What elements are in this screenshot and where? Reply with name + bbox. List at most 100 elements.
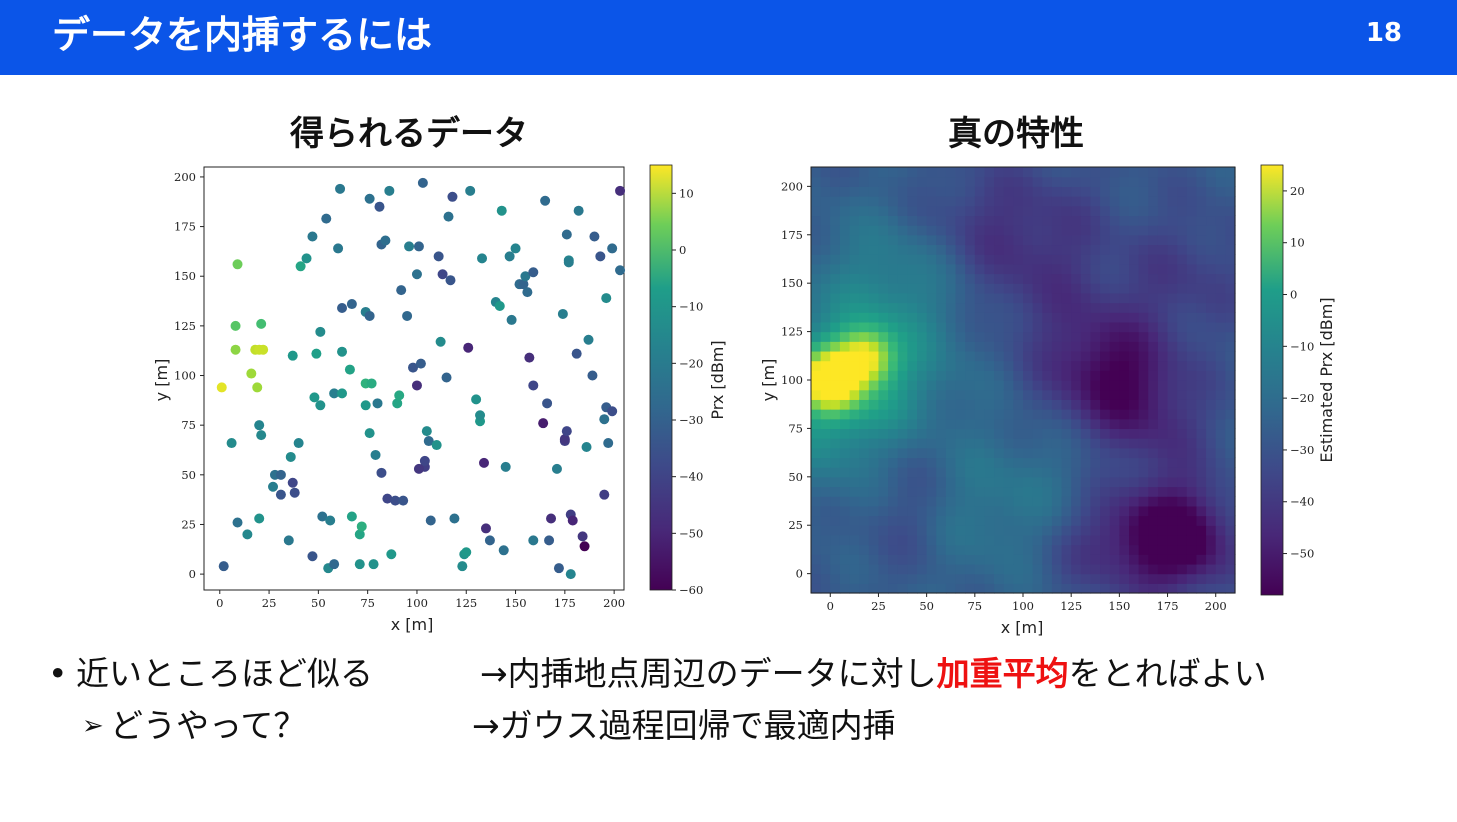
heatmap-cell — [1148, 283, 1159, 294]
heatmap-cell — [965, 167, 976, 178]
heatmap-cell — [1196, 283, 1207, 294]
heatmap-cell — [1129, 283, 1140, 294]
heatmap-cell — [1032, 389, 1043, 400]
heatmap-cell — [1100, 476, 1111, 488]
x-tick-label: 150 — [1108, 599, 1130, 613]
heatmap-cell — [1186, 254, 1198, 265]
heatmap-cell — [1032, 476, 1043, 488]
heatmap-cell — [868, 263, 880, 275]
heatmap-cell — [1148, 350, 1159, 362]
heatmap-cell — [1080, 554, 1092, 565]
heatmap-cell — [1090, 525, 1101, 536]
heatmap-cell — [984, 467, 995, 478]
heatmap-cell — [1157, 312, 1169, 323]
heatmap-cell — [1225, 583, 1236, 594]
heatmap-cell — [1196, 186, 1207, 197]
heatmap-cell — [1071, 573, 1082, 584]
heatmap-cell — [907, 312, 918, 323]
heatmap-cell — [849, 428, 860, 439]
heatmap-cell — [888, 254, 899, 265]
heatmap-cell — [1129, 544, 1140, 555]
heatmap-cell — [888, 447, 899, 459]
heatmap-cell — [849, 321, 860, 333]
heatmap-cell — [945, 263, 957, 275]
heatmap-cell — [868, 583, 880, 594]
heatmap-cell — [1225, 263, 1236, 275]
heatmap-cell — [888, 544, 899, 555]
heatmap-cell — [1196, 486, 1207, 497]
heatmap-cell — [1071, 263, 1082, 275]
heatmap-cell — [1138, 176, 1149, 187]
heatmap-cell — [1109, 525, 1120, 536]
heatmap-cell — [839, 428, 851, 439]
scatter-point — [477, 253, 488, 264]
heatmap-cell — [1109, 554, 1120, 565]
heatmap-cell — [1090, 447, 1101, 459]
heatmap-cell — [1090, 234, 1101, 246]
heatmap-cell — [907, 321, 918, 333]
heatmap-cell — [888, 176, 899, 187]
heatmap-cell — [1215, 186, 1226, 197]
heatmap-cell — [1225, 283, 1236, 294]
heatmap-cell — [878, 573, 889, 584]
heatmap-cell — [994, 302, 1005, 313]
heatmap-cell — [878, 457, 889, 468]
heatmap-cell — [945, 389, 957, 400]
heatmap-cell — [849, 205, 860, 217]
heatmap-cell — [965, 409, 976, 420]
heatmap-cell — [1013, 573, 1024, 584]
heatmap-cell — [897, 292, 908, 304]
heatmap-cell — [1148, 167, 1159, 178]
heatmap-cell — [1100, 409, 1111, 420]
scatter-point — [392, 398, 403, 409]
slide-title: データを内挿するには — [52, 13, 433, 57]
heatmap-cell — [965, 321, 976, 333]
heatmap-cell — [945, 554, 957, 565]
scatter-point — [518, 279, 529, 290]
heatmap-cell — [878, 534, 889, 546]
heatmap-cell — [811, 263, 822, 275]
heatmap-cell — [917, 205, 928, 217]
heatmap-cell — [830, 534, 841, 546]
heatmap-cell — [1177, 554, 1188, 565]
scatter-point — [461, 547, 472, 558]
heatmap-cell — [1138, 399, 1149, 410]
heatmap-cell — [1100, 370, 1111, 381]
heatmap-cell — [917, 321, 928, 333]
heatmap-cell — [820, 544, 831, 555]
heatmap-cell — [820, 225, 831, 236]
heatmap-cell — [820, 534, 831, 546]
scatter-point — [413, 463, 424, 474]
scatter-point — [498, 545, 509, 556]
heatmap-cell — [965, 573, 976, 584]
heatmap-cell — [1177, 399, 1188, 410]
left-plot-title: 得られるデータ — [290, 114, 528, 154]
heatmap-cell — [1215, 428, 1226, 439]
heatmap-cell — [1061, 225, 1072, 236]
heatmap-cell — [917, 544, 928, 555]
heatmap-cell — [1196, 331, 1207, 342]
bullet-1-text: 近いところほど似る — [76, 654, 373, 693]
heatmap-cell — [1080, 476, 1092, 488]
heatmap-cell — [1157, 360, 1169, 371]
heatmap-cell — [1080, 292, 1092, 304]
heatmap-cell — [955, 196, 966, 207]
heatmap-cell — [1042, 467, 1053, 478]
heatmap-cell — [1196, 370, 1207, 381]
heatmap-cell — [1071, 167, 1082, 178]
heatmap-cell — [917, 515, 928, 526]
heatmap-cell — [859, 196, 870, 207]
heatmap-cell — [1109, 457, 1120, 468]
heatmap-cell — [849, 225, 860, 236]
scatter-point — [561, 426, 572, 437]
heatmap-cell — [965, 360, 976, 371]
heatmap-cell — [1109, 244, 1120, 255]
heatmap-cell — [1215, 418, 1226, 430]
heatmap-cell — [994, 573, 1005, 584]
heatmap-cell — [1225, 302, 1236, 313]
heatmap-cell — [965, 438, 976, 449]
scatter-point — [615, 265, 626, 276]
heatmap-cell — [974, 457, 986, 468]
heatmap-cell — [1206, 186, 1217, 197]
colorbar-tick-label: −60 — [679, 583, 703, 597]
